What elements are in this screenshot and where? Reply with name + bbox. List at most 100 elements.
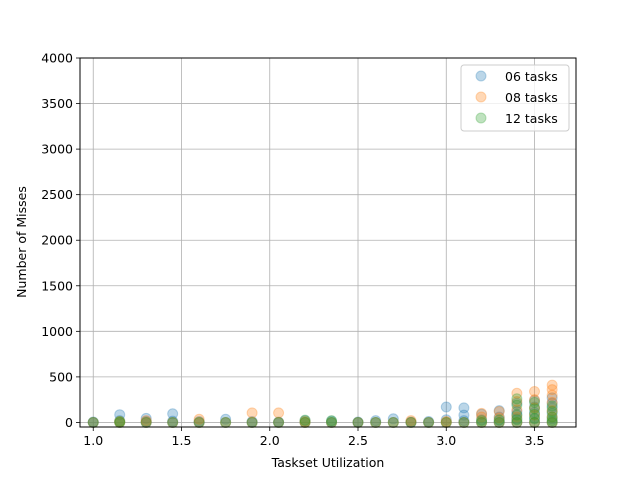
data-point (405, 415, 417, 427)
legend-label-12-tasks: 12 tasks (505, 111, 558, 126)
data-point (511, 387, 523, 399)
data-point (493, 411, 505, 423)
data-point (529, 403, 541, 415)
series-06-tasks (87, 392, 558, 428)
data-point (546, 396, 558, 408)
data-point (529, 406, 541, 418)
y-tick-label: 3500 (41, 96, 73, 111)
x-tick-label: 2.0 (260, 433, 280, 448)
data-point (546, 379, 558, 391)
data-point (440, 416, 452, 428)
y-axis-label: Number of Misses (14, 186, 29, 298)
legend-marker-12-tasks (475, 112, 487, 124)
data-point (546, 400, 558, 412)
data-point (273, 416, 285, 428)
data-point (246, 407, 258, 419)
data-point (140, 416, 152, 428)
x-tick-label: 2.5 (348, 433, 368, 448)
y-tick-label: 1500 (41, 278, 73, 293)
data-point (193, 416, 205, 428)
data-point (458, 409, 470, 421)
x-axis-label: Taskset Utilization (271, 455, 385, 470)
legend: 06 tasks 08 tasks 12 tasks (460, 64, 570, 132)
data-point (511, 414, 523, 426)
data-point (246, 416, 258, 428)
data-point (220, 413, 232, 425)
data-point (493, 406, 505, 418)
data-point (529, 413, 541, 425)
data-point (140, 415, 152, 427)
data-point (529, 395, 541, 407)
legend-label-08-tasks: 08 tasks (505, 90, 558, 105)
data-point (476, 407, 488, 419)
data-point (193, 413, 205, 425)
data-point (529, 409, 541, 421)
data-point (493, 415, 505, 427)
y-tick-label: 500 (49, 369, 73, 384)
data-point (114, 416, 126, 428)
data-point (493, 414, 505, 426)
data-point (546, 397, 558, 409)
data-point (273, 407, 285, 419)
data-point (405, 416, 417, 428)
data-point (440, 401, 452, 413)
data-point (387, 413, 399, 425)
data-point (529, 396, 541, 408)
data-point (511, 404, 523, 416)
data-point (546, 411, 558, 423)
data-point (529, 385, 541, 397)
data-point (529, 402, 541, 414)
data-point (546, 415, 558, 427)
data-point (511, 406, 523, 418)
data-point (546, 413, 558, 425)
data-point (546, 389, 558, 401)
data-point (299, 415, 311, 427)
data-point (114, 415, 126, 427)
data-point (299, 414, 311, 426)
legend-label-06-tasks: 06 tasks (505, 69, 558, 84)
data-point (167, 408, 179, 420)
y-tick-label: 4000 (41, 51, 73, 66)
x-tick-label: 1.5 (172, 433, 192, 448)
data-point (220, 416, 232, 428)
data-point (511, 411, 523, 423)
data-point (370, 415, 382, 427)
data-point (440, 414, 452, 426)
data-point (458, 415, 470, 427)
data-point (529, 394, 541, 406)
data-point (493, 412, 505, 424)
data-point (476, 408, 488, 420)
data-point (546, 402, 558, 414)
series-08-tasks (87, 379, 558, 428)
data-point (546, 407, 558, 419)
data-point (511, 395, 523, 407)
data-point (511, 408, 523, 420)
plot-frame (79, 57, 577, 428)
x-tick-label: 3.5 (525, 433, 545, 448)
data-point (546, 411, 558, 423)
data-point (458, 416, 470, 428)
y-tick-label: 1000 (41, 324, 73, 339)
data-point (511, 393, 523, 405)
data-point (511, 409, 523, 421)
data-point (476, 414, 488, 426)
x-tick-label: 3.0 (436, 433, 456, 448)
data-point (546, 406, 558, 418)
legend-marker-08-tasks (475, 91, 487, 103)
data-point (546, 384, 558, 396)
data-point (326, 415, 338, 427)
data-point (458, 402, 470, 414)
data-point (114, 409, 126, 421)
data-point (370, 416, 382, 428)
y-tick-label: 2500 (41, 187, 73, 202)
data-point (476, 411, 488, 423)
data-point (387, 416, 399, 428)
data-point (326, 415, 338, 427)
y-tick-label: 0 (65, 415, 73, 430)
data-point (546, 405, 558, 417)
data-point (511, 413, 523, 425)
data-point (140, 412, 152, 424)
data-point (546, 392, 558, 404)
